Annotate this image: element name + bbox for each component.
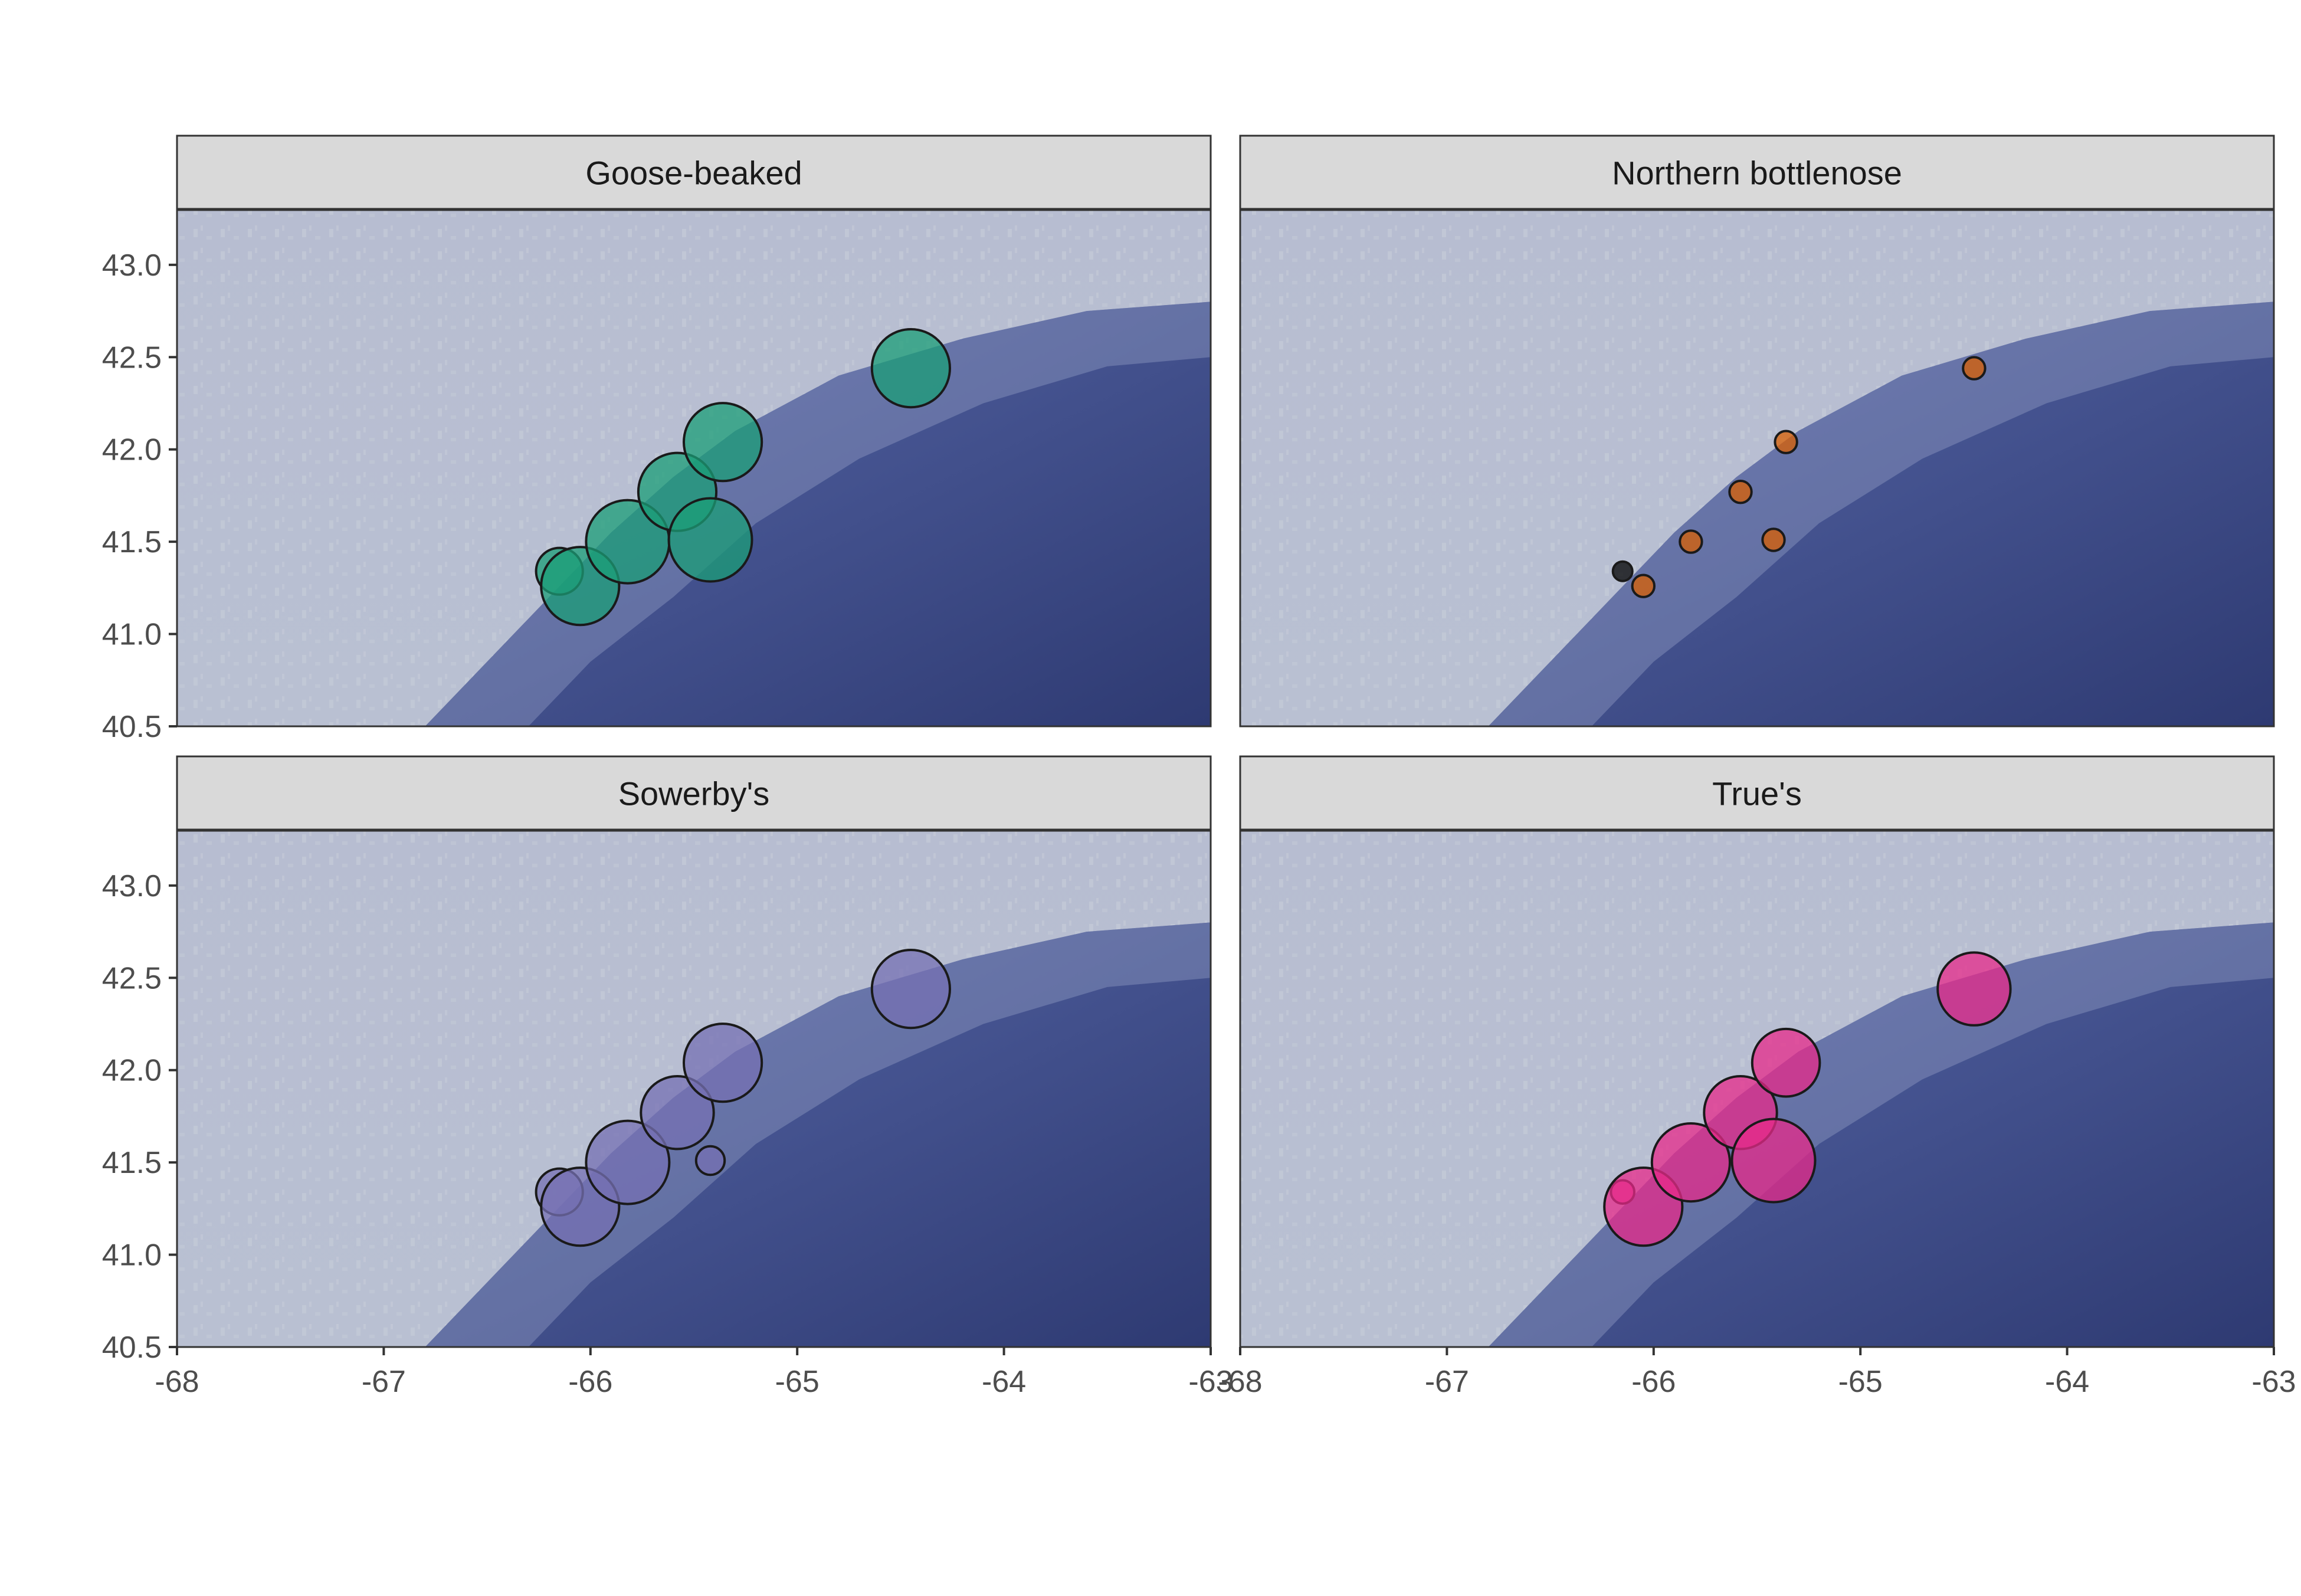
- facet-strip-label: Goose-beaked: [585, 155, 802, 192]
- data-point: [870, 949, 952, 1030]
- y-tick-label: 42.0: [102, 433, 162, 467]
- data-point: [1679, 529, 1703, 554]
- facet-strip: [176, 755, 1212, 831]
- x-tick-label: -66: [1631, 1365, 1676, 1399]
- facet-strip-label: Northern bottlenose: [1612, 155, 1902, 192]
- bathymetry-map: [1240, 830, 2274, 1347]
- y-tick-label: 40.5: [102, 1330, 162, 1365]
- facet-panel: True's -68 -67 -66 -65 -64 -63: [1218, 755, 2296, 1399]
- data-point: [1650, 1122, 1731, 1203]
- x-tick-label: -65: [775, 1365, 820, 1399]
- data-point: [1761, 527, 1786, 552]
- y-tick-label: 42.0: [102, 1054, 162, 1088]
- data-point: [1751, 1027, 1821, 1098]
- facet-strip: [176, 135, 1212, 211]
- y-tick-label: 40.5: [102, 710, 162, 744]
- data-point: [1936, 951, 2012, 1027]
- x-tick-label: -63: [2251, 1365, 2296, 1399]
- x-tick-label: -67: [362, 1365, 406, 1399]
- y-tick-label: 41.0: [102, 618, 162, 652]
- data-point: [1730, 1117, 1817, 1204]
- data-point: [640, 1075, 715, 1151]
- y-tick-label: 41.0: [102, 1238, 162, 1273]
- facet-panel: Sowerby's 40.5 41.0 41.5 42.0 42.5 43.0 -68 -67 -…: [102, 755, 1233, 1399]
- y-tick-label: 43.0: [102, 248, 162, 283]
- y-tick-label: 43.0: [102, 869, 162, 903]
- x-tick-label: -68: [155, 1365, 199, 1399]
- data-point: [1631, 573, 1656, 598]
- bathymetry-map: [1240, 209, 2274, 726]
- data-point: [1774, 430, 1798, 454]
- data-point: [1728, 480, 1753, 504]
- x-tick-label: -64: [2045, 1365, 2089, 1399]
- data-point: [683, 1023, 763, 1103]
- data-point: [585, 1119, 671, 1205]
- x-tick-label: -64: [982, 1365, 1026, 1399]
- data-point: [683, 402, 763, 483]
- x-tick-label: -65: [1838, 1365, 1883, 1399]
- data-point: [1611, 560, 1634, 582]
- data-point: [667, 497, 753, 583]
- y-tick-label: 42.5: [102, 961, 162, 995]
- data-point: [870, 328, 952, 409]
- bathymetry-map: [177, 209, 1211, 726]
- x-tick-label: -66: [568, 1365, 612, 1399]
- x-tick-label: -67: [1425, 1365, 1469, 1399]
- y-tick-label: 42.5: [102, 340, 162, 375]
- bathymetry-map: [177, 830, 1211, 1347]
- y-tick-label: 41.5: [102, 525, 162, 559]
- facet-panel: Goose-beaked 40.5 41.0 41.5 42.0 42.5 43.0: [102, 135, 1212, 744]
- x-tick-label: -68: [1218, 1365, 1262, 1399]
- facet-panel: Northern bottlenose: [1239, 135, 2275, 727]
- data-point: [694, 1145, 726, 1176]
- x-tick-label: -63: [1188, 1365, 1233, 1399]
- data-point: [1962, 356, 1987, 381]
- facet-strip-label: Sowerby's: [618, 775, 770, 812]
- y-tick-label: 41.5: [102, 1146, 162, 1180]
- facet-strip-label: True's: [1712, 775, 1802, 812]
